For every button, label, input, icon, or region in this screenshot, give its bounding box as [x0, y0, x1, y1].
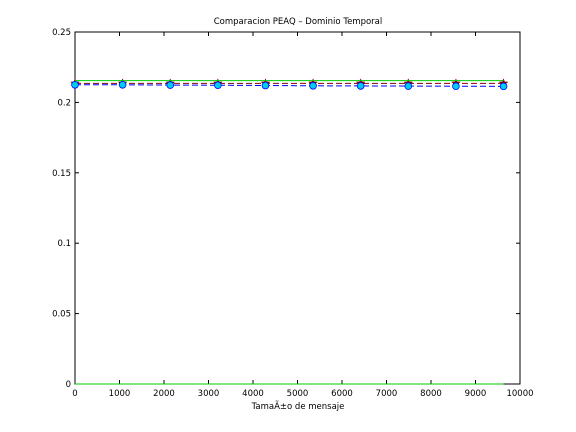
series-point	[499, 82, 508, 91]
y-tick-label: 0.1	[57, 239, 71, 249]
y-tick-label: 0.15	[52, 169, 71, 179]
x-tick-label: 9000	[465, 389, 487, 399]
series-point	[356, 82, 365, 90]
plot-area: 0 1000 2000 3000 4000 5000 6000 7000 8000 9000 100…	[52, 28, 533, 399]
series-point	[404, 82, 413, 90]
series-point	[214, 81, 222, 90]
y-tick-label: 0.2	[57, 98, 71, 108]
y-tick-label: 0.05	[52, 310, 71, 320]
series-point	[118, 81, 127, 89]
x-tick-label: 3000	[198, 389, 220, 399]
x-axis-label: TamaÃ±o de mensaje	[251, 401, 345, 412]
x-tick-label: 0	[72, 389, 77, 399]
series-point	[71, 81, 79, 89]
series-point	[166, 81, 175, 89]
x-tick-label: 2000	[153, 389, 175, 399]
series-point	[261, 81, 270, 90]
x-tick-label: 6000	[331, 389, 353, 399]
x-tick-label: 8000	[420, 389, 442, 399]
axes-box	[74, 31, 521, 385]
x-tick-label: 7000	[376, 389, 398, 399]
series-point	[309, 81, 317, 90]
series-point	[452, 82, 460, 91]
y-tick-label: 0.25	[52, 28, 71, 38]
x-tick-label: 1000	[109, 389, 131, 399]
x-tick-label: 10000	[506, 389, 533, 399]
y-tick-label: 0	[66, 380, 71, 390]
x-tick-label: 4000	[242, 389, 264, 399]
x-tick-label: 5000	[287, 389, 309, 399]
chart-title: Comparacion PEAQ – Dominio Temporal	[214, 17, 383, 27]
